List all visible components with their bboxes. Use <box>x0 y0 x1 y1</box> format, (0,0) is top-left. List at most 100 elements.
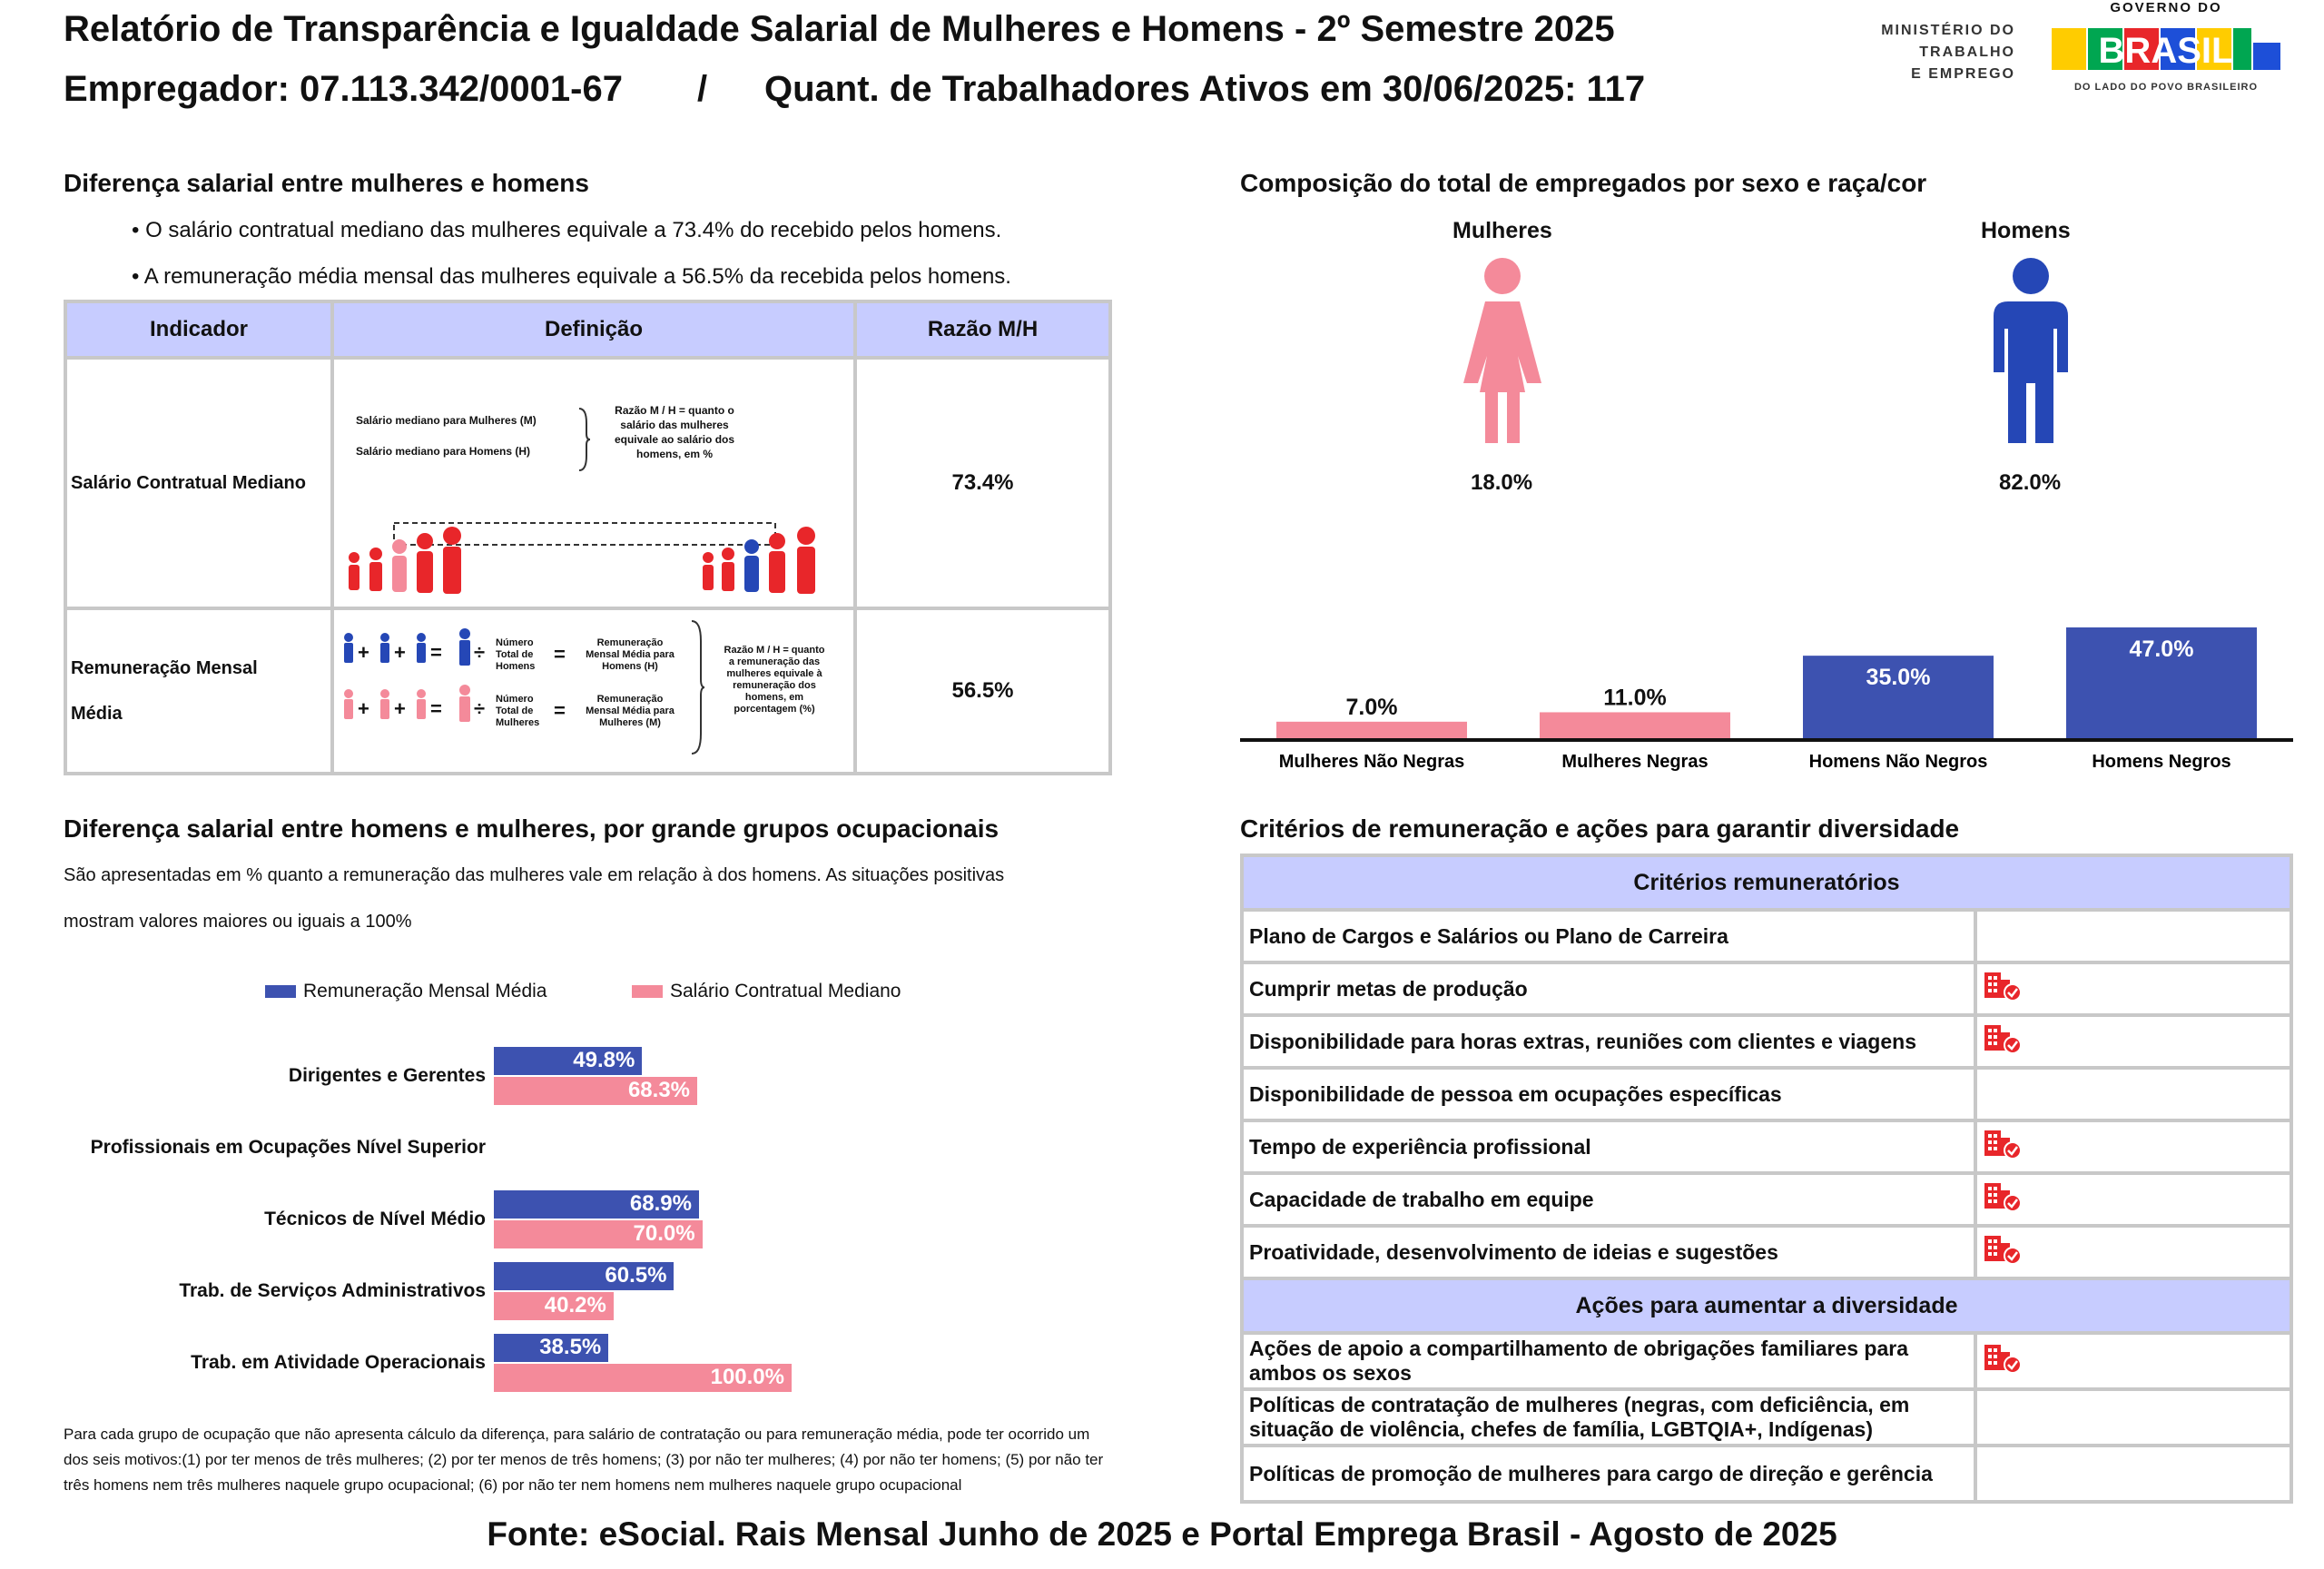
criteria-label: Disponibilidade para horas extras, reuni… <box>1240 1013 1977 1070</box>
comp-bar-label: 11.0% <box>1603 685 1667 710</box>
def-line: homens, em <box>744 692 804 703</box>
comp-bar <box>1803 656 1994 738</box>
criteria-check-cell <box>1974 1224 2293 1280</box>
col-indicator: Indicador <box>64 300 334 360</box>
total-women-text: Número Total de Mulheres <box>496 694 539 729</box>
report-title: Relatório de Transparência e Igualdade S… <box>64 9 1615 49</box>
building-check-icon <box>1984 1183 2022 1212</box>
source-footer: Fonte: eSocial. Rais Mensal Junho de 202… <box>487 1515 1837 1553</box>
diversity-header: Ações para aumentar a diversidade <box>1240 1277 2293 1335</box>
equals-sign: = <box>554 643 566 666</box>
criteria-label: Disponibilidade de pessoa em ocupações e… <box>1240 1066 1977 1122</box>
occ-bar: 40.2% <box>494 1292 614 1320</box>
svg-text:+: + <box>394 641 406 664</box>
legend-avg-remuneration: Remuneração Mensal Média <box>265 981 547 1002</box>
legend-swatch <box>265 985 296 998</box>
gov-logo-brasil: BRASIL <box>2099 31 2234 71</box>
occupational-bar-chart: Dirigentes e Gerentes 49.8% 68.3% Profissio… <box>64 1040 971 1403</box>
criteria-label: Cumprir metas de produção <box>1240 961 1977 1017</box>
occ-bar: 38.5% <box>494 1334 609 1362</box>
comp-category-label: Mulheres Negras <box>1561 752 1708 772</box>
occ-category-label: Trab. em Atividade Operacionais <box>191 1352 486 1373</box>
def-line: Salário mediano para Homens (H) <box>356 445 531 458</box>
building-check-icon <box>1984 1025 2022 1054</box>
ratio-avg: 56.5% <box>853 607 1112 775</box>
criteria-header: Critérios remuneratórios <box>1240 854 2293 912</box>
definition-right-text: Razão M / H = quanto a remuneração das m… <box>706 645 842 715</box>
occupational-title: Diferença salarial entre homens e mulher… <box>64 814 1000 843</box>
def-line: Remuneração <box>596 637 664 648</box>
svg-text:=: = <box>430 697 442 720</box>
criteria-check-cell <box>1974 1066 2293 1122</box>
svg-text:+: + <box>358 641 369 664</box>
occ-bar: 68.9% <box>494 1190 699 1219</box>
building-check-icon <box>1984 1345 2022 1374</box>
criteria-row: Políticas de promoção de mulheres para c… <box>1240 1444 2293 1504</box>
criteria-check-cell <box>1974 1171 2293 1228</box>
def-line: Homens (H) <box>602 661 658 672</box>
indicator-name: Remuneração Mensal Média <box>64 607 334 775</box>
mte-logo-line: E EMPREGO <box>1911 66 2015 82</box>
bullet-median-salary: • O salário contratual mediano das mulhe… <box>132 218 1002 242</box>
occ-bar-label: 40.2% <box>544 1293 606 1317</box>
criteria-row: Capacidade de trabalho em equipe <box>1240 1171 2293 1228</box>
occupational-footnote: Para cada grupo de ocupação que não apre… <box>64 1426 1104 1494</box>
criteria-label: Ações de apoio a compartilhamento de obr… <box>1240 1331 1977 1391</box>
occ-bar-label: 38.5% <box>539 1335 602 1359</box>
occ-category-label: Técnicos de Nível Médio <box>264 1209 486 1229</box>
people-sum-illustration-icon: + + = ÷ + + = ÷ <box>344 628 485 722</box>
legend-swatch <box>632 985 663 998</box>
building-check-icon <box>1984 972 2022 1002</box>
criteria-check-cell <box>1974 908 2293 964</box>
def-line: porcentagem (%) <box>734 704 815 715</box>
definition-avg: + + = ÷ + + = ÷ Número Total de Homens = Remun… <box>330 607 857 775</box>
indicator-table: Indicador Definição Razão M/H Salário Co… <box>64 300 1112 775</box>
criteria-label: Plano de Cargos e Salários ou Plano de C… <box>1240 908 1977 964</box>
occ-bar-label: 68.3% <box>627 1078 691 1102</box>
comp-category-label: Homens Negros <box>2092 752 2230 772</box>
criteria-label: Tempo de experiência profissional <box>1240 1119 1977 1175</box>
total-men-text: Número Total de Homens <box>496 637 535 673</box>
ratio-median: 73.4% <box>853 356 1112 610</box>
building-check-icon <box>1984 1236 2022 1265</box>
def-line: Remuneração <box>596 694 664 705</box>
criteria-row: Proatividade, desenvolvimento de ideias … <box>1240 1224 2293 1280</box>
def-line: Total de <box>496 649 534 660</box>
employer-id: Empregador: 07.113.342/0001-67 <box>64 69 623 109</box>
def-line: salário das mulheres <box>620 419 729 431</box>
criteria-check-cell <box>1974 1119 2293 1175</box>
woman-icon <box>1463 258 1541 443</box>
criteria-check-cell <box>1974 1387 2293 1447</box>
legend-label: Salário Contratual Mediano <box>670 981 901 1002</box>
occupational-desc: mostram valores maiores ou iguais a 100% <box>64 912 412 932</box>
comp-category-label: Mulheres Não Negras <box>1279 752 1465 772</box>
criteria-row: Disponibilidade de pessoa em ocupações e… <box>1240 1066 2293 1122</box>
building-check-icon <box>1984 1130 2022 1159</box>
rem-women-text: Remuneração Mensal Média para Mulheres (… <box>576 694 684 729</box>
svg-text:=: = <box>430 641 442 664</box>
criteria-row: Disponibilidade para horas extras, reuni… <box>1240 1013 2293 1070</box>
criteria-row: Tempo de experiência profissional <box>1240 1119 2293 1175</box>
svg-text:+: + <box>394 697 406 720</box>
occ-bar-label: 49.8% <box>573 1048 635 1072</box>
brasil-wordmark-icon: BRASIL <box>2052 28 2280 71</box>
comp-bar-label: 47.0% <box>2130 636 2194 662</box>
def-line: equivale ao salário dos <box>614 433 735 446</box>
occ-bar-label: 60.5% <box>605 1263 667 1288</box>
occ-category-label: Trab. de Serviços Administrativos <box>179 1280 486 1301</box>
criteria-row: Cumprir metas de produção <box>1240 961 2293 1017</box>
criteria-label: Políticas de contratação de mulheres (ne… <box>1240 1387 1977 1447</box>
indicator-line: Média <box>71 704 123 724</box>
criteria-label: Proatividade, desenvolvimento de ideias … <box>1240 1224 1977 1280</box>
comp-bar <box>1276 721 1467 738</box>
definition-right-text: Razão M / H = quanto o salário das mulhe… <box>597 403 752 461</box>
criteria-check-cell <box>1974 1331 2293 1391</box>
men-pct: 82.0% <box>1999 470 2062 495</box>
occ-category-label: Profissionais em Ocupações Nível Superio… <box>90 1137 486 1158</box>
criteria-row: Ações de apoio a compartilhamento de obr… <box>1240 1331 2293 1391</box>
svg-text:÷: ÷ <box>474 641 485 664</box>
def-line: Salário mediano para Mulheres (M) <box>356 414 537 427</box>
def-line: Razão M / H = quanto <box>724 645 825 656</box>
criteria-check-cell <box>1974 1444 2293 1504</box>
legend-label: Remuneração Mensal Média <box>303 981 547 1002</box>
